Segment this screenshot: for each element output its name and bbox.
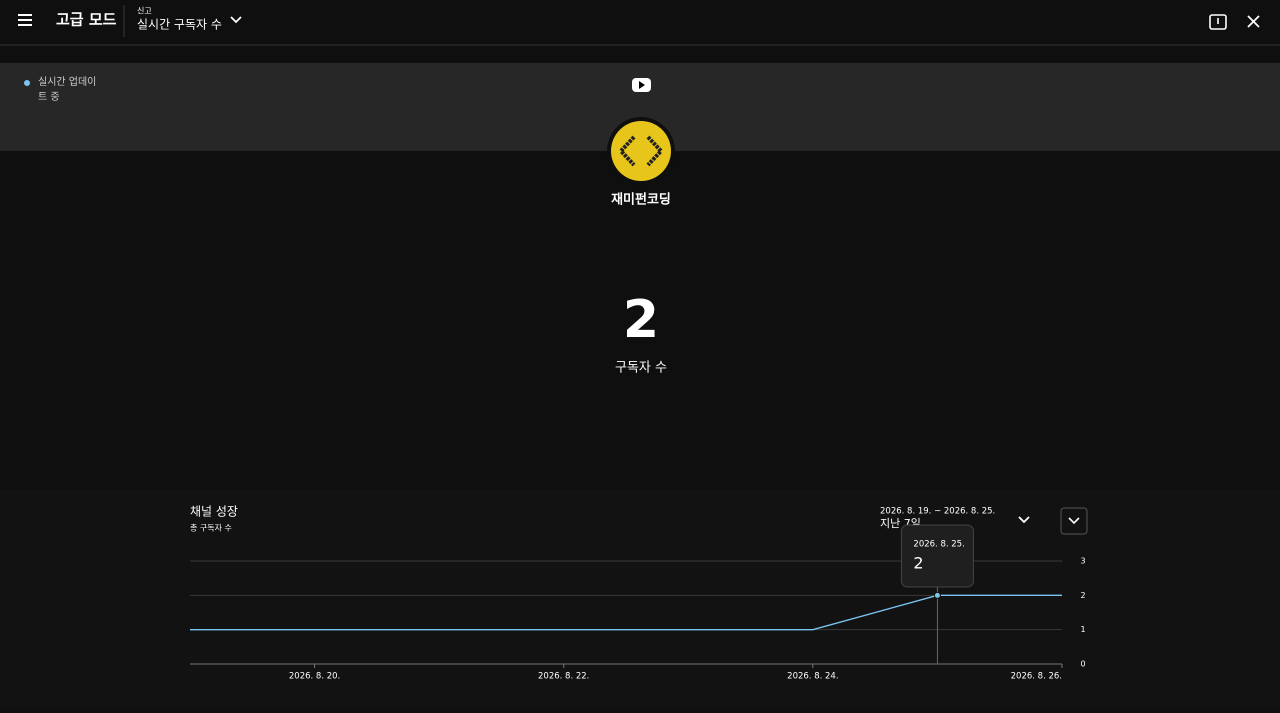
- menu-button[interactable]: [18, 14, 32, 26]
- x-tick-label: 2026. 8. 22.: [538, 672, 589, 682]
- tooltip-value: 2: [913, 554, 923, 573]
- chart-subtitle: 총 구독자 수: [190, 524, 232, 533]
- date-range: 2026. 8. 19. ~ 2026. 8. 25.: [880, 507, 995, 517]
- count-label: 구독자 수: [615, 361, 667, 376]
- line: [190, 594, 1062, 631]
- chart-panel: [0, 490, 1280, 709]
- plot: 0 1 2 3 2026. 8. 20. 2026. 8. 22. 2026. 8. 24.…: [190, 524, 1086, 682]
- tooltip-date: 2026. 8. 25.: [913, 540, 964, 550]
- tooltip: [900, 524, 974, 588]
- y-tick-label: 2: [1080, 591, 1085, 600]
- chart-title: 채널 성장: [190, 505, 238, 519]
- avatar-glyph: [618, 135, 664, 167]
- close-button[interactable]: [1247, 15, 1260, 28]
- youtube-icon: [632, 78, 651, 92]
- menu-caption: 신고: [137, 7, 152, 16]
- x-tick-label: 2026. 8. 26.: [1011, 672, 1062, 682]
- avatar: [611, 121, 671, 181]
- y-tick-label: 0: [1080, 660, 1085, 669]
- dropdown-icon[interactable]: [230, 16, 242, 24]
- y-tick-label: 1: [1080, 625, 1085, 634]
- header-title: 고급 모드: [56, 11, 117, 29]
- channel-name: 재미펀코딩: [611, 192, 671, 208]
- subscriber-count: 2: [623, 290, 659, 350]
- y-tick-label: 3: [1080, 557, 1085, 566]
- collapse-button[interactable]: [1060, 507, 1088, 535]
- menu-title[interactable]: 실시간 구독자 수: [137, 18, 222, 32]
- status: 실시간 업데이트 중: [38, 77, 97, 103]
- hover-point: [933, 591, 941, 599]
- period-dropdown[interactable]: [1018, 516, 1030, 524]
- x-tick-label: 2026. 8. 20.: [289, 672, 340, 682]
- status-box: 실시간 업데이트 중: [38, 77, 97, 103]
- live-dot: [24, 80, 30, 86]
- x-tick-label: 2026. 8. 24.: [787, 672, 838, 682]
- feedback-button[interactable]: [1209, 14, 1227, 30]
